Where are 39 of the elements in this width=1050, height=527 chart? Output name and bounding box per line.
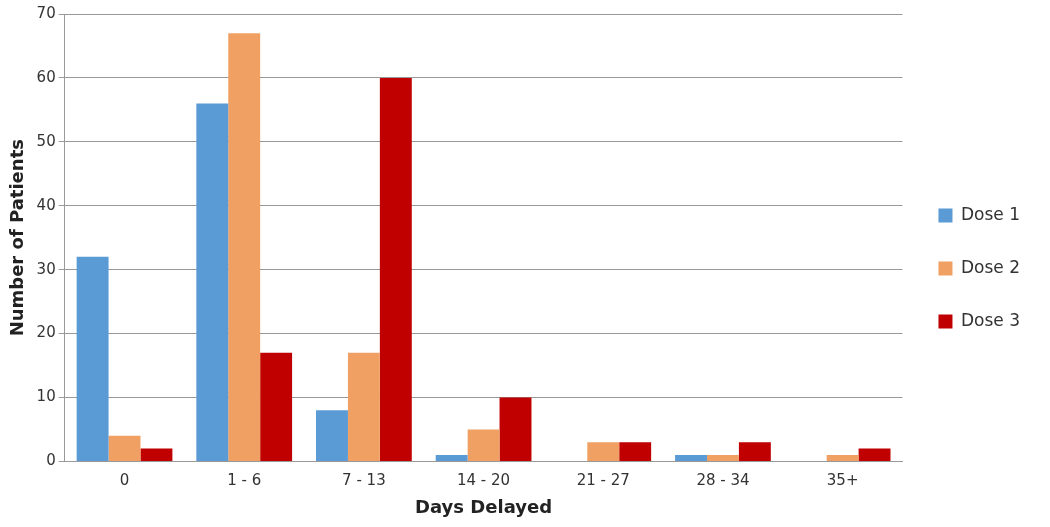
- legend-label: Dose 2: [960, 256, 1020, 277]
- y-tick-label: 20: [36, 323, 56, 342]
- y-tick-label: 40: [36, 195, 56, 214]
- x-tick-label: 7 - 13: [342, 471, 386, 490]
- bar: [706, 455, 739, 461]
- legend-label: Dose 3: [960, 309, 1020, 330]
- y-tick-label: 50: [36, 131, 56, 150]
- bar: [738, 442, 771, 461]
- y-tick-label: 60: [36, 67, 56, 86]
- bar: [260, 352, 293, 461]
- bar: [196, 103, 229, 461]
- bar: [140, 448, 173, 461]
- x-tick-label: 28 - 34: [696, 471, 750, 490]
- bar: [108, 435, 141, 461]
- y-tick-label: 10: [36, 387, 56, 406]
- x-axis-title: Days Delayed: [415, 495, 553, 517]
- legend-label: Dose 1: [960, 203, 1020, 224]
- bar: [826, 455, 859, 461]
- y-tick-label: 70: [36, 3, 56, 22]
- bar: [379, 77, 412, 461]
- x-tick-label: 1 - 6: [227, 471, 262, 490]
- y-axis-title: Number of Patients: [6, 139, 28, 337]
- bar: [76, 256, 109, 461]
- bar: [347, 352, 380, 461]
- bar: [675, 455, 707, 461]
- x-tick-label: 35+: [826, 471, 859, 490]
- x-tick-label: 0: [119, 471, 130, 490]
- bar: [499, 397, 532, 461]
- y-tick-label: 0: [46, 451, 56, 470]
- bar: [435, 455, 468, 461]
- x-tick-label: 14 - 20: [457, 471, 511, 490]
- y-tick-label: 30: [36, 259, 56, 278]
- bar: [587, 442, 620, 461]
- bar: [228, 33, 261, 461]
- bar: [858, 448, 891, 461]
- bar: [467, 429, 500, 461]
- bar: [619, 442, 652, 461]
- x-tick-label: 21 - 27: [576, 471, 630, 490]
- bar: [316, 410, 348, 461]
